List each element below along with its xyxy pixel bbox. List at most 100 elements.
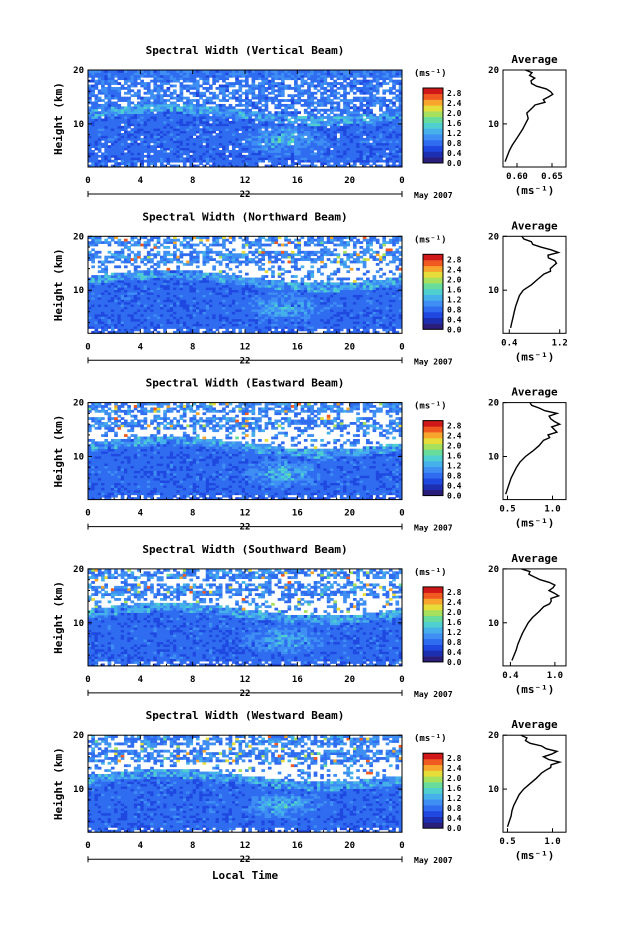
panel-eastward: Spectral Width (Eastward Beam) 0 4 8 12 16 20 0…: [52, 377, 567, 533]
panel-title: Spectral Width (Southward Beam): [142, 543, 347, 556]
y-tick-label: 10: [73, 619, 84, 629]
colorbar-swatch: [423, 472, 443, 479]
colorbar-frame: [422, 87, 444, 164]
colorbar-tick-label: 1.6: [447, 618, 462, 627]
colorbar-swatch: [423, 432, 443, 439]
colorbar-swatch: [423, 93, 443, 100]
colorbar: 0.00.40.81.21.62.02.42.8: [422, 752, 462, 833]
x-tick-label: 0: [399, 675, 404, 685]
colorbar-swatch: [423, 111, 443, 118]
x-tick-label: 0: [85, 509, 90, 519]
x-tick-label: 12: [240, 342, 251, 352]
colorbar-swatch: [423, 764, 443, 771]
x-axis-label: Local Time: [212, 869, 279, 882]
average-x-tick-label: 1.0: [544, 505, 560, 515]
average-x-axis-label: (ms⁻¹): [515, 517, 555, 530]
average-frame: [502, 568, 567, 667]
colorbar-swatch: [423, 753, 443, 760]
colorbar-swatch: [423, 615, 443, 622]
y-axis-label: Height (km): [52, 248, 65, 321]
date-day: 22: [240, 689, 251, 699]
colorbar-tick-label: 0.0: [447, 492, 462, 501]
x-tick-label: 0: [399, 342, 404, 352]
colorbar-tick-label: 0.0: [447, 824, 462, 833]
x-tick-label: 4: [138, 176, 144, 186]
colorbar: 0.00.40.81.21.62.02.42.8: [422, 87, 462, 168]
y-tick-label: 10: [73, 120, 84, 130]
average-x-axis-label: (ms⁻¹): [515, 849, 555, 862]
x-tick-label: 16: [292, 841, 303, 851]
x-tick-label: 0: [85, 675, 90, 685]
colorbar-swatch: [423, 478, 443, 485]
x-tick-label: 20: [344, 176, 355, 186]
colorbar-swatch: [423, 621, 443, 628]
colorbar-swatch: [423, 437, 443, 444]
heatmap-cells: [88, 402, 403, 500]
average-line: [504, 69, 554, 162]
colorbar-swatch: [423, 99, 443, 106]
colorbar-frame: [422, 420, 444, 497]
colorbar-tick-label: 2.8: [447, 588, 462, 597]
colorbar-tick-label: 2.0: [447, 442, 462, 451]
x-tick-label: 12: [240, 675, 251, 685]
colorbar-tick-label: 2.8: [447, 255, 462, 264]
colorbar-swatch: [423, 822, 443, 829]
x-tick-label: 0: [85, 841, 90, 851]
colorbar-swatch: [423, 598, 443, 605]
date-day: 22: [240, 855, 251, 865]
colorbar-tick-label: 1.6: [447, 452, 462, 461]
colorbar-tick-label: 1.2: [447, 628, 462, 637]
heatmap-cells: [88, 735, 403, 833]
colorbar-tick-label: 0.4: [447, 482, 462, 491]
average-profile-plot: Average 0.60 0.65 10 20 (ms⁻¹): [488, 53, 567, 197]
colorbar-swatch: [423, 254, 443, 261]
colorbar-swatch: [423, 443, 443, 450]
average-line: [505, 402, 562, 495]
colorbar-tick-label: 1.6: [447, 285, 462, 294]
colorbar-swatch: [423, 799, 443, 806]
x-tick-label: 8: [190, 342, 195, 352]
colorbar-tick-label: 0.4: [447, 149, 462, 158]
colorbar-swatch: [423, 311, 443, 319]
y-tick-label: 20: [73, 66, 84, 76]
x-tick-label: 0: [85, 342, 90, 352]
colorbar-tick-label: 1.6: [447, 784, 462, 793]
panel-title: Spectral Width (Westward Beam): [146, 709, 345, 722]
colorbar-tick-label: 0.8: [447, 638, 462, 647]
colorbar-tick-label: 2.0: [447, 608, 462, 617]
colorbar-tick-label: 0.8: [447, 472, 462, 481]
colorbar-swatch: [423, 283, 443, 290]
y-tick-label: 10: [73, 785, 84, 795]
date-month: May 2007: [414, 524, 453, 533]
average-y-tick-label: 10: [488, 120, 499, 130]
average-title: Average: [511, 552, 558, 565]
colorbar-tick-label: 2.8: [447, 422, 462, 431]
x-tick-label: 4: [138, 342, 144, 352]
colorbar-tick-label: 0.0: [447, 159, 462, 168]
average-x-tick-label: 0.5: [499, 837, 515, 847]
colorbar-swatch: [423, 300, 443, 307]
colorbar-swatch: [423, 306, 443, 313]
average-profile-plot: Average 0.5 1.0 10 20 (ms⁻¹): [488, 718, 567, 862]
average-line: [509, 235, 561, 329]
colorbar-tick-label: 2.4: [447, 432, 462, 441]
x-tick-label: 4: [138, 841, 144, 851]
colorbar-tick-label: 2.0: [447, 275, 462, 284]
colorbar-swatch: [423, 134, 443, 141]
colorbar-swatch: [423, 810, 443, 817]
average-x-axis-label: (ms⁻¹): [515, 683, 555, 696]
colorbar-tick-label: 2.0: [447, 109, 462, 118]
average-y-tick-label: 10: [488, 286, 499, 296]
colorbar-swatch: [423, 271, 443, 278]
average-title: Average: [511, 386, 558, 399]
panel-southward: Spectral Width (Southward Beam) 0 4 8 12 16 20…: [52, 543, 567, 699]
average-x-tick-label: 0.4: [501, 338, 518, 348]
y-axis-label: Height (km): [52, 747, 65, 820]
colorbar-swatch: [423, 627, 443, 634]
date-line-ends: [87, 191, 403, 197]
y-axis-label: Height (km): [52, 82, 65, 155]
average-y-tick-label: 20: [488, 66, 499, 76]
colorbar-swatch: [423, 609, 443, 617]
colorbar-swatch: [423, 105, 443, 112]
x-tick-label: 8: [190, 675, 195, 685]
